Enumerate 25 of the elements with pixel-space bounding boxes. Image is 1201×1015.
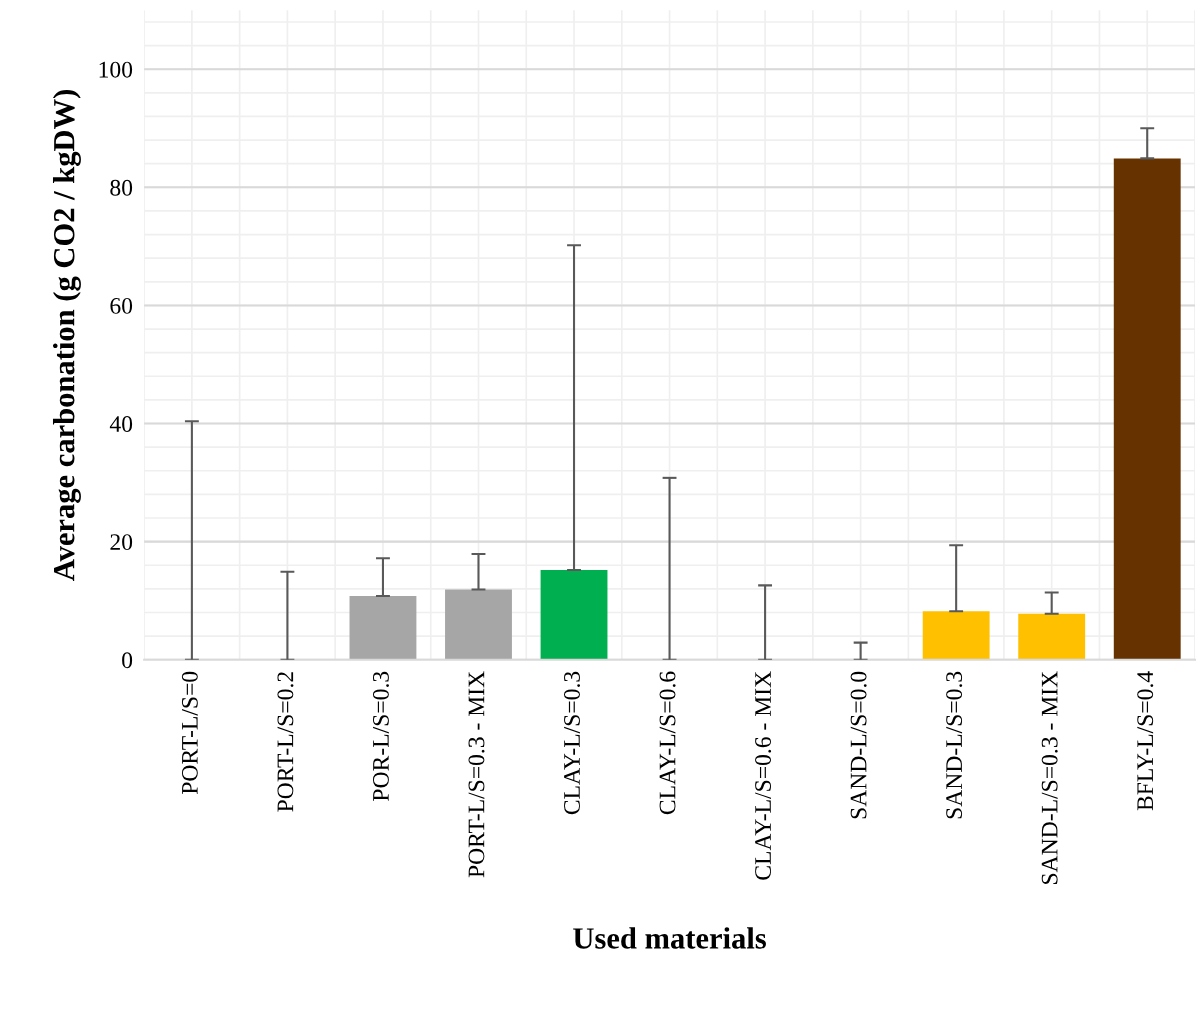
y-tick-label: 20 <box>110 534 133 551</box>
y-tick-label: 60 <box>110 297 133 314</box>
bar <box>1018 613 1086 660</box>
x-tick-label: BFLY-L/S=0.4 <box>1137 671 1154 811</box>
x-tick-label: CLAY-L/S=0.6 <box>659 671 676 815</box>
bar <box>349 595 417 660</box>
x-tick-label: CLAY-L/S=0.6 - MIX <box>755 671 772 880</box>
bar <box>1113 158 1181 660</box>
x-axis-title: Used materials <box>573 927 766 949</box>
y-tick-label: 0 <box>122 652 133 669</box>
x-tick-label: POR-L/S=0.3 <box>372 671 389 801</box>
bar <box>922 611 990 660</box>
bar <box>540 569 608 660</box>
bar <box>445 589 512 660</box>
x-tick-label: SAND-L/S=0.3 <box>946 671 963 819</box>
x-tick-label: SAND-L/S=0.3 - MIX <box>1041 671 1058 884</box>
x-tick-label: CLAY-L/S=0.3 <box>564 671 581 815</box>
y-tick-label: 80 <box>110 179 133 196</box>
y-tick-label: 100 <box>99 61 133 78</box>
x-tick-label: SAND-L/S=0.0 <box>850 671 867 819</box>
x-tick-label: PORT-L/S=0 <box>181 671 198 795</box>
x-tick-label: PORT-L/S=0.2 <box>277 672 294 812</box>
y-tick-label: 40 <box>109 416 133 432</box>
x-tick-label: PORT-L/S=0.3 - MIX <box>468 671 485 878</box>
y-axis-title: Average carbonation (g CO2 / kgDW) <box>52 90 81 581</box>
